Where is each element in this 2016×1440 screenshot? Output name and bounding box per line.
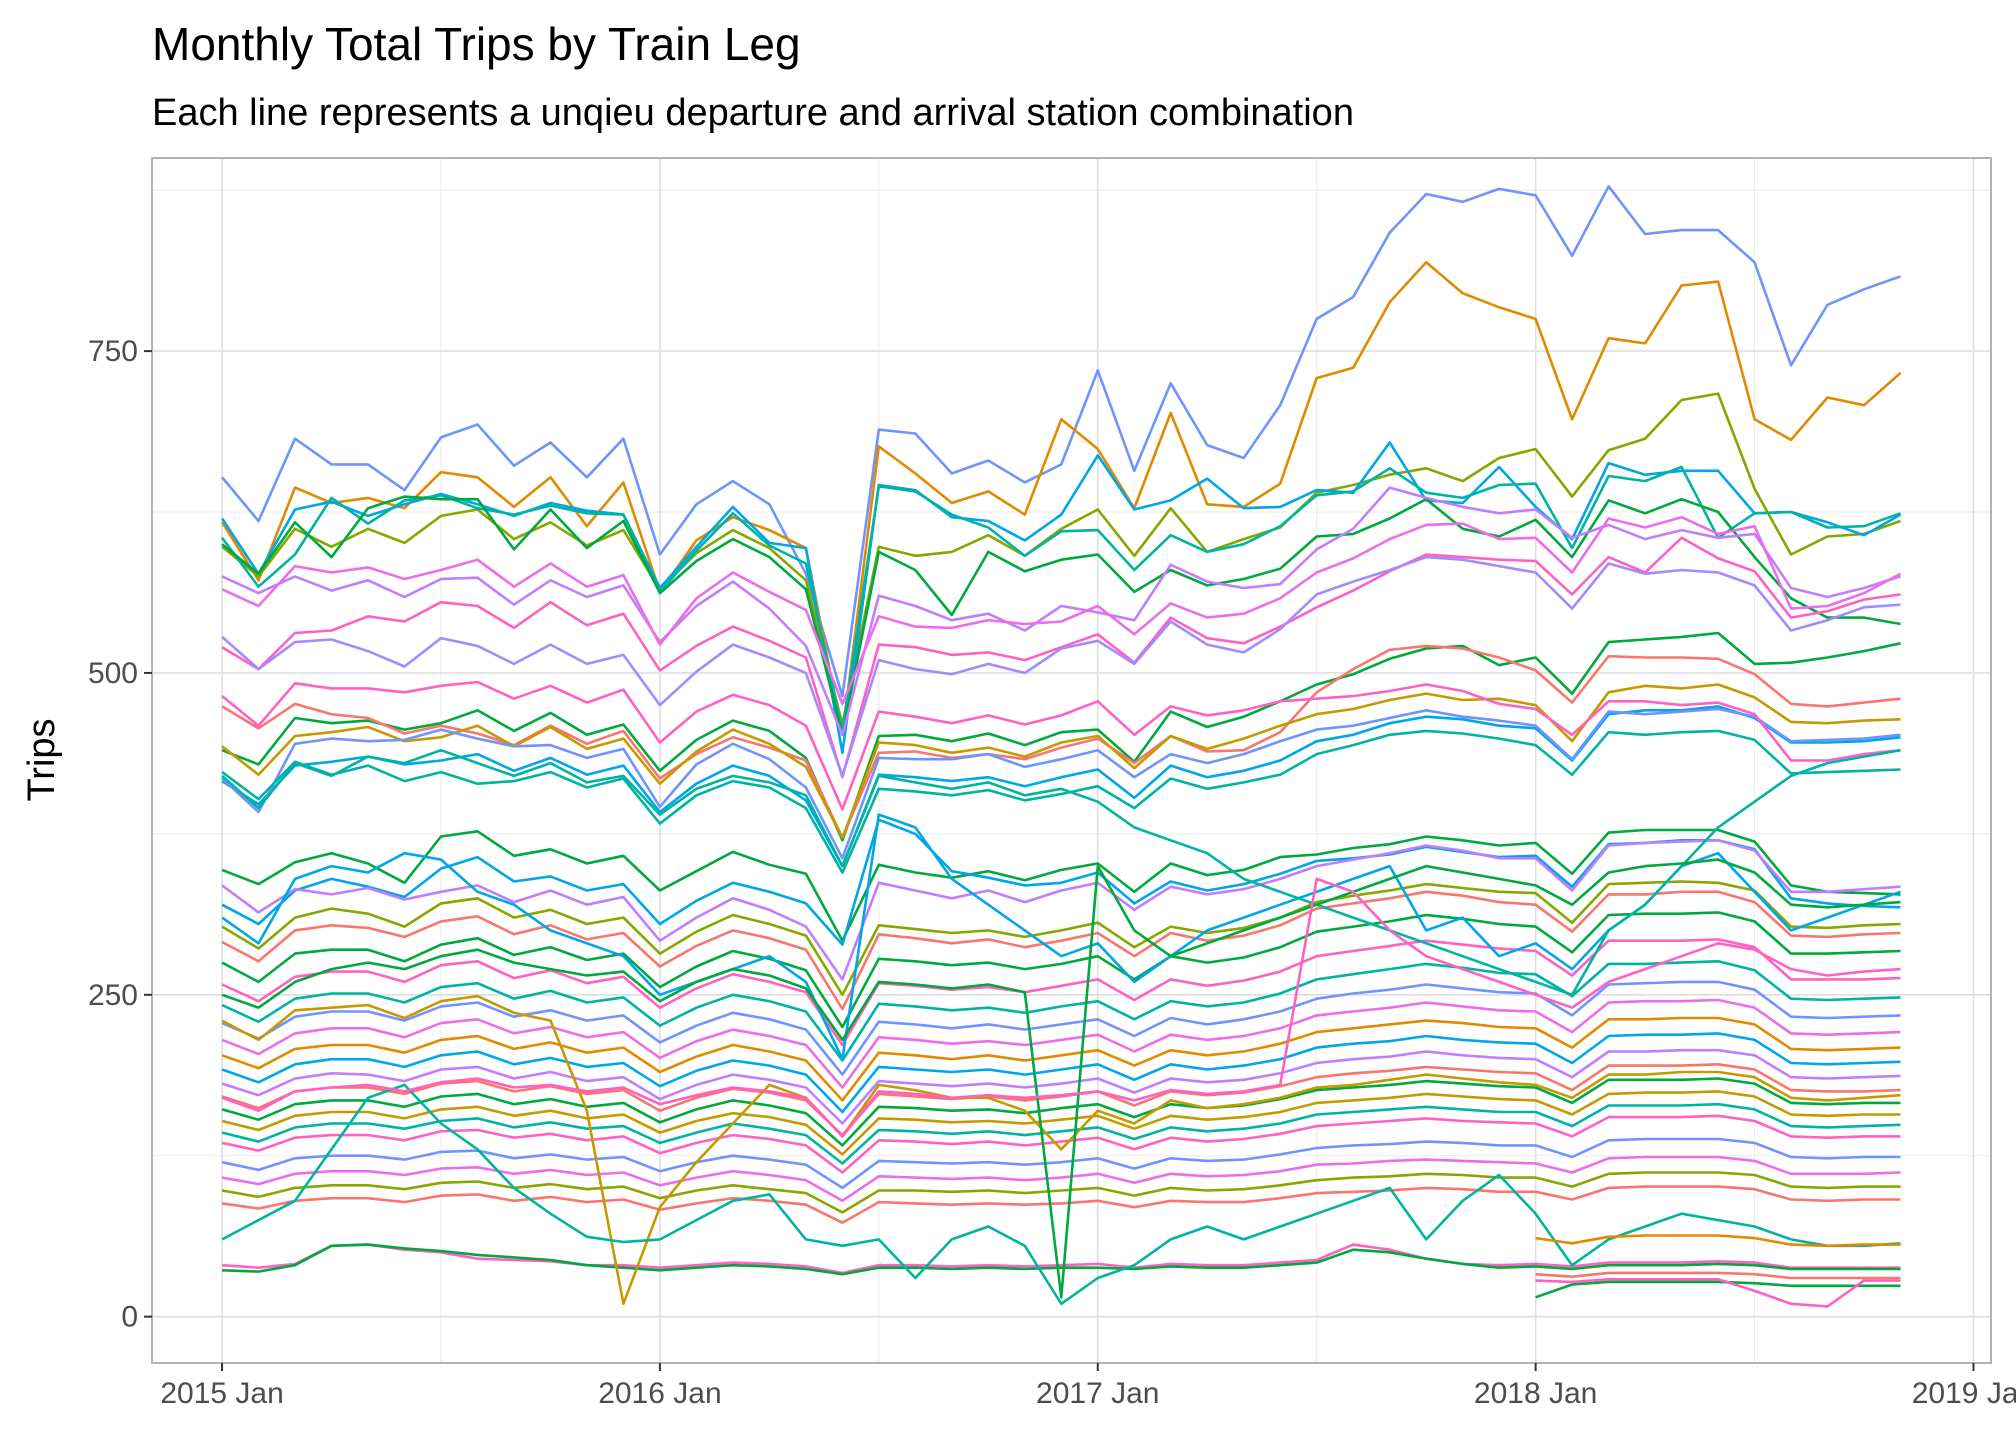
series-line	[221, 729, 1901, 874]
series-line	[221, 1032, 1901, 1114]
series-line	[221, 938, 1901, 1047]
y-tick-label: 500	[88, 657, 138, 690]
series-line	[220, 261, 1902, 737]
y-axis-ticks: 0 250 500 750	[88, 335, 152, 1334]
series-line	[221, 680, 1901, 811]
series-line	[221, 1090, 1901, 1156]
series-line	[221, 1114, 1901, 1174]
series-line	[1535, 1271, 1901, 1280]
series-line	[221, 555, 1901, 778]
series-line	[1535, 1278, 1901, 1308]
series-line	[221, 707, 1901, 860]
series-line	[221, 1102, 1901, 1165]
series-line	[221, 1016, 1901, 1102]
series-line	[221, 960, 1901, 1062]
y-tick-label: 250	[88, 979, 138, 1012]
series-line	[221, 486, 1901, 737]
x-tick-label: 2018 Jan	[1474, 1377, 1597, 1410]
series-line	[221, 392, 1901, 726]
series-line	[221, 1137, 1901, 1190]
series-line	[221, 631, 1901, 842]
series-line	[221, 994, 1901, 1306]
series-line	[221, 683, 1901, 839]
series-line	[221, 998, 1901, 1089]
series-line	[222, 1243, 1901, 1275]
series-line	[221, 839, 1901, 981]
series-line	[221, 1171, 1901, 1214]
series-line	[221, 858, 1901, 1299]
series-line	[221, 495, 1901, 737]
y-tick-label: 750	[88, 335, 138, 368]
series-line	[1535, 1280, 1901, 1299]
series-line	[222, 1243, 1901, 1276]
series-line	[221, 1048, 1901, 1125]
chart-subtitle: Each line represents a unqieu departure …	[152, 92, 1354, 134]
x-axis-ticks: 2015 Jan 2016 Jan 2017 Jan 2018 Jan 2019 Jan	[160, 1363, 2016, 1410]
series-line	[221, 748, 1901, 997]
chart-title: Monthly Total Trips by Train Leg	[152, 18, 801, 70]
x-tick-label: 2016 Jan	[598, 1377, 721, 1410]
series-line	[221, 185, 1901, 698]
series-line	[221, 980, 1901, 1076]
series-line	[221, 880, 1901, 997]
x-tick-label: 2017 Jan	[1036, 1377, 1159, 1410]
series-line	[221, 1155, 1901, 1203]
series-line	[221, 828, 1901, 942]
series-line	[221, 1077, 1901, 1147]
series-lines	[220, 185, 1902, 1308]
series-line	[221, 877, 1901, 1138]
series-line	[1535, 1234, 1901, 1248]
x-tick-label: 2015 Jan	[160, 1377, 283, 1410]
plot-border	[151, 157, 1992, 1364]
x-tick-label: 2019 Jan	[1912, 1377, 2016, 1410]
series-line	[221, 465, 1901, 733]
series-line	[221, 515, 1902, 706]
y-tick-label: 0	[121, 1301, 138, 1334]
series-line	[221, 1185, 1901, 1224]
y-axis-label: Trips	[21, 718, 63, 801]
series-line	[221, 911, 1901, 1029]
major-gridlines	[152, 158, 1991, 1363]
series-line	[221, 644, 1901, 839]
series-line	[221, 890, 1901, 1011]
